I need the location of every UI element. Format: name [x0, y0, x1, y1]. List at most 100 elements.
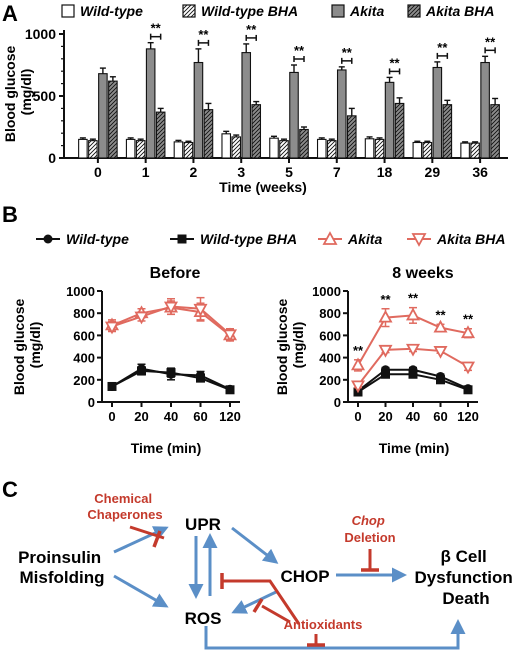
chart-a-ylabel-line2: (mg/dl): [18, 69, 34, 116]
chart-b-before-ylabel-line1: Blood glucose: [11, 299, 27, 396]
point-wild-type-bha-0: [107, 381, 117, 391]
bar-akita-bha-5: [299, 128, 309, 159]
chart-b-8weeks-axes: 0 200 400 600 800 1000 0 20 40 60 120: [312, 284, 479, 424]
node-outcome: β Cell Dysfunction Death: [415, 547, 518, 608]
node-chop-deletion-line2: Deletion: [344, 530, 395, 545]
chart-b-before-axes: 0 200 400 600 800 1000 0 20 40 60 120: [66, 284, 241, 424]
sig-marker: **: [437, 40, 448, 55]
bar-wild-type-0: [78, 138, 88, 159]
chart-b-before-ylabel-line2: (mg/dl): [27, 322, 43, 369]
arrow-proinsulin-upr: [113, 526, 169, 554]
panel-label-b: B: [2, 202, 18, 227]
chart-b-8weeks-xlabel: Time (min): [379, 440, 450, 456]
point-wild-type-bha-40: [408, 369, 418, 379]
inhibit-antioxidants-ros-bar: [252, 598, 264, 613]
chart-a-ytick-label: 1000: [25, 26, 56, 42]
chart-b-before-series: [104, 296, 238, 395]
chart-b-before-title: Before: [150, 265, 201, 282]
node-chop-deletion: Chop Deletion: [344, 513, 395, 545]
bar-wild-type-3: [221, 133, 232, 159]
bar-akita-bha-3: [251, 104, 262, 159]
legend-a-swatch-akitabha: [407, 4, 421, 18]
node-proinsulin-line2: Misfolding: [20, 568, 105, 587]
sig-marker: **: [463, 312, 474, 327]
legend-b-marker-akitabha: [411, 233, 427, 247]
chart-b-before-ytick-label: 400: [73, 351, 95, 366]
chart-a-xtick-label: 2: [190, 164, 198, 180]
chart-b-before-xtick-label: 0: [108, 409, 115, 424]
panel-label-c: C: [2, 477, 18, 502]
node-chop-deletion-line1: Chop: [352, 513, 385, 528]
bar-akita-bha-36: [490, 104, 500, 159]
chart-a-significance: ** ** ** ** ** ** ** **: [149, 21, 496, 75]
chart-b-before-ytick-label: 0: [88, 395, 95, 410]
sig-marker: **: [485, 34, 496, 49]
chart-b-before-xtick-label: 60: [193, 409, 207, 424]
bar-wild-type-5: [269, 137, 279, 159]
chart-a-xtick-label: 29: [425, 164, 441, 180]
sig-marker: **: [380, 292, 391, 307]
chart-b-before-xtick-label: 40: [164, 409, 178, 424]
node-antioxidants: Antioxidants: [284, 617, 363, 632]
legend-b-marker-akita: [322, 231, 338, 245]
point-wild-type-bha-60: [436, 375, 445, 385]
chart-b-8weeks-ytick-label: 600: [319, 328, 341, 343]
point-akita-bha-20: [134, 311, 149, 325]
legend-b-marker-wt: [43, 234, 53, 244]
chart-b-8weeks-ytick-label: 0: [334, 395, 341, 410]
chart-a-ylabel: Blood glucose (mg/dl): [2, 42, 34, 142]
inhibit-antioxidants-ros: [261, 604, 291, 624]
chart-b-before-ytick-label: 600: [73, 328, 95, 343]
sig-marker: **: [389, 55, 400, 70]
node-chemical-chaperones-line1: Chemical: [94, 491, 152, 506]
arrow-ros-outcome: [204, 619, 466, 650]
point-akita-bha-120: [460, 361, 476, 375]
bar-akita-bha-0: [108, 80, 118, 159]
chart-a-ytick-label: 0: [48, 150, 56, 166]
chart-b-before-xtick-label: 120: [219, 409, 241, 424]
sig-marker: **: [151, 21, 162, 36]
bar-wild-type-1: [125, 138, 136, 159]
point-akita-0: [350, 357, 366, 371]
legend-a-label-wt: Wild-type: [80, 3, 143, 19]
bar-akita-bha-7: [346, 115, 357, 159]
sig-marker: **: [408, 291, 419, 306]
sig-marker: **: [294, 43, 305, 58]
bar-wild-type-bha-7: [326, 140, 337, 159]
bar-wild-type-bha-0: [88, 140, 98, 159]
node-upr: UPR: [185, 515, 221, 534]
bar-wild-type-bha-18: [374, 138, 385, 159]
node-chemical-chaperones: Chemical Chaperones: [87, 491, 162, 522]
sig-marker: **: [342, 45, 353, 60]
bar-wild-type-bha-3: [231, 136, 242, 159]
bar-wild-type-7: [316, 138, 327, 159]
chart-a-xlabel: Time (weeks): [219, 179, 307, 195]
bar-akita-2: [193, 61, 204, 159]
bar-akita-bha-2: [203, 109, 214, 159]
chart-b-before-ylabel: Blood glucose (mg/dl): [11, 295, 43, 395]
bar-akita-bha-18: [394, 102, 405, 159]
chart-a-xtick-label: 36: [472, 164, 488, 180]
bar-wild-type-18: [364, 138, 375, 159]
arrow-chop-ros: [231, 590, 277, 614]
chart-a-xtick-label: 3: [237, 164, 245, 180]
point-wild-type-bha-60: [196, 373, 205, 383]
bar-wild-type-2: [173, 141, 184, 159]
inhibit-chaperones-upr-bar: [152, 530, 162, 548]
legend-b-label-akita: Akita: [347, 231, 382, 247]
chart-b-8weeks-xtick-label: 60: [433, 409, 447, 424]
chart-a-ytick-label: 500: [33, 88, 57, 104]
bar-wild-type-bha-36: [470, 142, 480, 159]
bar-wild-type-bha-2: [183, 141, 194, 159]
legend-a-label-wtbha: Wild-type BHA: [201, 3, 298, 19]
bar-akita-bha-1: [155, 111, 166, 159]
legend-b-label-wt: Wild-type: [66, 231, 129, 247]
chart-b-8weeks-significance: ** ** ** ** **: [353, 291, 474, 358]
chart-b-8weeks: 8 weeks Blood glucose (mg/dl) 0200400600…: [274, 265, 479, 456]
point-wild-type-bha-120: [225, 385, 235, 395]
chart-a-xtick-label: 7: [333, 164, 341, 180]
point-akita-bha-0: [104, 321, 120, 335]
point-akita-bha-60: [433, 346, 448, 359]
chart-b-before-ytick-label: 800: [73, 306, 95, 321]
